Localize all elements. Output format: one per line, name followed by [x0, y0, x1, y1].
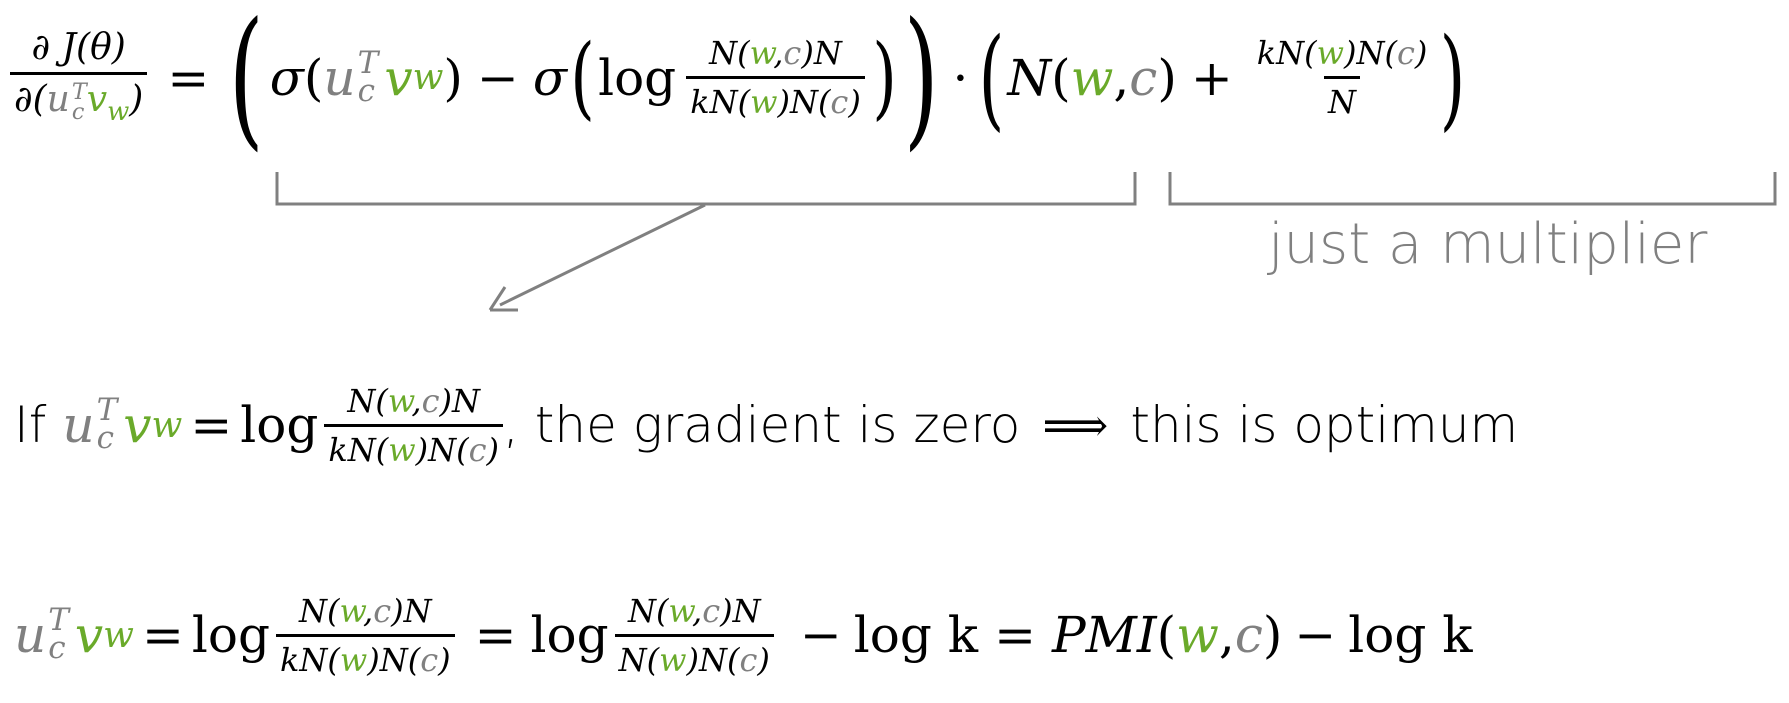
sigma-1: σ: [269, 48, 304, 107]
pmi-symbol: PMI: [1052, 606, 1157, 664]
w-symbol-2: w: [1176, 606, 1219, 664]
optimum-fraction: N(w,c)N kN(w)N(c): [324, 382, 503, 469]
log-word-2: log: [240, 396, 319, 454]
lhs-den-prefix: ∂(: [14, 79, 47, 121]
equals-sign: =: [167, 48, 210, 107]
u-symbol-4: u: [14, 606, 47, 664]
n-symbol: N: [1007, 48, 1052, 107]
w-subscript-4: w: [103, 614, 134, 656]
pmi-fraction-1: N(w,c)N kN(w)N(c): [275, 592, 455, 679]
w-subscript: w: [107, 97, 130, 128]
pmi-fraction-2: N(w,c)N N(w)N(c): [614, 592, 774, 679]
log-word: log: [598, 48, 677, 107]
pointer-arrow-line: [499, 203, 706, 307]
big-left-paren: (: [228, 0, 265, 165]
mult-fraction: kN(w)N(c) N: [1253, 34, 1432, 121]
paren-open-3: (: [1156, 606, 1177, 664]
sigma-2: σ: [532, 48, 567, 107]
pointer-arrow-head: [488, 286, 518, 312]
mid-right-paren: ): [872, 24, 897, 130]
paren-close: ): [443, 48, 463, 107]
w-subscript-2: w: [412, 57, 444, 98]
multiplier-label: just a multiplier: [1268, 212, 1708, 277]
log-fraction: N(w,c)N kN(w)N(c): [686, 34, 865, 121]
v-symbol-4: v: [74, 606, 104, 664]
minus-sign-2: −: [799, 606, 842, 664]
minus-sign: −: [476, 48, 519, 107]
transpose-symbol: T: [71, 79, 87, 106]
u-symbol: u: [46, 79, 70, 121]
right-underbrace: [1168, 172, 1777, 206]
optimum-text: this is optimum: [1130, 396, 1519, 454]
gradient-zero-text: , the gradient is zero: [502, 396, 1021, 454]
paren-close-2: ): [1157, 48, 1177, 107]
v-symbol-2: v: [384, 48, 413, 107]
c-subscript: c: [71, 99, 85, 126]
implies-arrow: ⟹: [1042, 398, 1109, 452]
v-symbol-3: v: [123, 396, 152, 454]
log-fraction-denominator: kN(w)N(c): [686, 76, 865, 121]
u-symbol-2: u: [323, 48, 356, 107]
c-subscript-2: c: [357, 72, 375, 109]
mult-right-paren: ): [1439, 13, 1466, 142]
log-fraction-numerator: N(w,c)N: [709, 34, 842, 72]
log-word-3: log: [191, 606, 270, 664]
equals-sign-4: =: [474, 606, 517, 664]
paren-open: (: [303, 48, 324, 107]
paren-open-2: (: [1051, 48, 1071, 107]
mid-left-paren: (: [570, 24, 595, 130]
plus-sign: +: [1190, 48, 1233, 107]
log-k-2: log k: [1348, 606, 1473, 664]
log-word-4: log: [530, 606, 609, 664]
c-symbol: c: [1129, 48, 1158, 107]
mult-left-paren: (: [978, 13, 1005, 142]
paren-close-3: ): [1262, 606, 1283, 664]
big-right-paren: ): [903, 0, 939, 165]
minus-sign-3: −: [1294, 606, 1337, 664]
lhs-numerator: ∂ J(θ): [31, 27, 126, 69]
equals-sign-5: =: [994, 606, 1036, 664]
dot-operator: ·: [952, 48, 969, 107]
mult-fraction-denominator: N: [1324, 76, 1361, 121]
c-symbol-2: c: [1234, 606, 1263, 664]
v-symbol: v: [86, 79, 108, 121]
comma: ,: [1113, 48, 1130, 107]
if-word: If: [14, 396, 47, 454]
transpose-symbol-2: T: [357, 44, 379, 81]
log-k-1: log k: [853, 606, 979, 664]
lhs-den-rparen: ): [129, 79, 144, 121]
left-underbrace: [275, 172, 1137, 206]
equals-sign-3: =: [141, 606, 184, 664]
u-symbol-3: u: [62, 396, 95, 454]
w-symbol: w: [1070, 48, 1114, 107]
w-subscript-3: w: [151, 404, 183, 446]
equals-sign-2: =: [190, 396, 233, 454]
mult-fraction-numerator: kN(w)N(c): [1256, 34, 1428, 72]
